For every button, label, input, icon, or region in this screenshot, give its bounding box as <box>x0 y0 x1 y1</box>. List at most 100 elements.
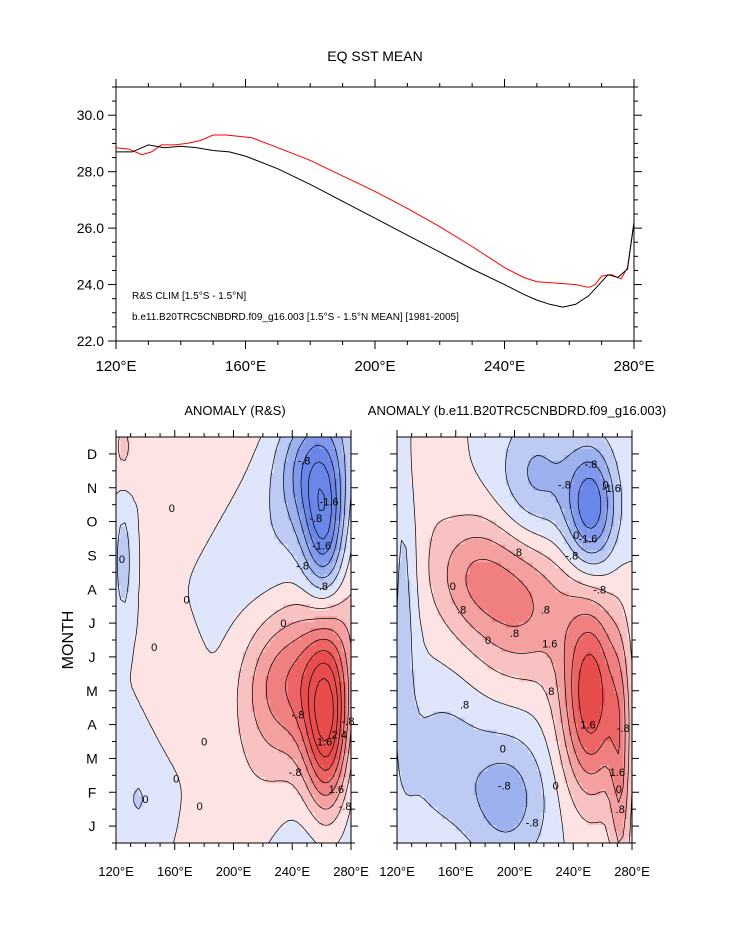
anomaly-cell <box>274 789 280 796</box>
anomaly-cell <box>528 472 534 480</box>
anomaly-cell <box>224 735 230 743</box>
anomaly-cell <box>269 514 275 522</box>
anomaly-cell <box>125 508 131 516</box>
anomaly-cell <box>134 442 140 450</box>
anomaly-cell <box>134 795 140 802</box>
anomaly-cell <box>129 663 135 671</box>
anomaly-cell <box>228 442 235 450</box>
anomaly-cell <box>509 437 516 444</box>
anomaly-cell <box>156 705 162 713</box>
anomaly-cell <box>116 771 122 778</box>
anomaly-cell <box>559 437 565 444</box>
anomaly-cell <box>455 574 461 581</box>
anomaly-cell <box>215 777 221 784</box>
anomaly-cell <box>473 550 479 558</box>
anomaly-cell <box>406 520 412 528</box>
anomaly-cell <box>170 813 176 820</box>
anomaly-cell <box>233 556 239 563</box>
anomaly-cell <box>482 562 488 569</box>
anomaly-cell <box>152 663 158 671</box>
anomaly-cell <box>201 442 207 450</box>
anomaly-cell <box>613 454 620 462</box>
anomaly-cell <box>170 448 176 456</box>
anomaly-cell <box>406 496 412 504</box>
anomaly-cell <box>323 783 329 790</box>
anomaly-cell <box>188 711 194 719</box>
x-tick-label: 120°E <box>98 864 134 879</box>
anomaly-cell <box>323 717 329 725</box>
anomaly-cell <box>537 472 543 480</box>
anomaly-cell <box>328 580 334 587</box>
left-panel: 000000000-.8-.8-.8-.8-.8-.8-.8-.8-1.6-1.… <box>86 430 369 879</box>
anomaly-cell <box>332 693 339 701</box>
anomaly-cell <box>278 765 284 772</box>
anomaly-cell <box>401 478 407 486</box>
anomaly-cell <box>161 717 167 725</box>
anomaly-cell <box>256 663 262 671</box>
anomaly-cell <box>274 484 280 492</box>
anomaly-cell <box>238 484 244 492</box>
anomaly-cell <box>206 657 212 665</box>
anomaly-cell <box>206 693 212 701</box>
anomaly-cell <box>233 747 239 755</box>
anomaly-cell <box>437 568 443 575</box>
anomaly-cell <box>586 538 592 546</box>
anomaly-cell <box>192 723 198 731</box>
anomaly-cell <box>129 484 135 492</box>
anomaly-cell <box>460 508 466 516</box>
anomaly-cell <box>170 657 176 665</box>
anomaly-cell <box>469 472 475 480</box>
anomaly-cell <box>310 574 316 581</box>
anomaly-cell <box>134 651 140 659</box>
anomaly-cell <box>586 556 592 563</box>
anomaly-cell <box>301 783 307 790</box>
anomaly-cell <box>238 538 244 546</box>
anomaly-cell <box>346 598 352 605</box>
anomaly-cell <box>206 741 212 749</box>
anomaly-cell <box>242 801 248 808</box>
anomaly-cell <box>251 789 257 796</box>
anomaly-cell <box>197 705 203 713</box>
anomaly-cell <box>274 550 280 558</box>
anomaly-cell <box>183 496 189 504</box>
anomaly-cell <box>328 616 334 623</box>
anomaly-cell <box>415 562 421 569</box>
anomaly-cell <box>179 574 185 581</box>
anomaly-cell <box>292 550 298 558</box>
anomaly-cell <box>278 496 284 504</box>
anomaly-cell <box>573 454 579 462</box>
anomaly-cell <box>129 735 135 743</box>
anomaly-cell <box>170 747 176 755</box>
anomaly-cell <box>192 813 198 820</box>
anomaly-cell <box>627 502 633 510</box>
anomaly-cell <box>287 783 293 790</box>
anomaly-cell <box>319 651 325 659</box>
anomaly-cell <box>138 610 144 617</box>
anomaly-cell <box>410 496 416 504</box>
anomaly-cell <box>260 532 266 540</box>
anomaly-cell <box>125 651 131 659</box>
anomaly-cell <box>564 532 570 540</box>
anomaly-cell <box>478 496 484 504</box>
anomaly-cell <box>116 592 122 599</box>
anomaly-cell <box>138 729 144 737</box>
anomaly-cell <box>346 520 352 528</box>
anomaly-cell <box>604 508 610 516</box>
anomaly-cell <box>283 628 289 635</box>
anomaly-cell <box>238 592 244 599</box>
anomaly-cell <box>161 592 167 599</box>
anomaly-cell <box>341 610 348 617</box>
anomaly-cell <box>183 801 189 808</box>
anomaly-cell <box>228 478 235 486</box>
anomaly-cell <box>609 496 615 504</box>
anomaly-cell <box>332 837 339 844</box>
anomaly-cell <box>314 484 320 492</box>
anomaly-cell <box>192 574 198 581</box>
anomaly-cell <box>514 514 520 522</box>
anomaly-cell <box>604 562 610 569</box>
anomaly-cell <box>546 508 552 516</box>
anomaly-cell <box>278 747 284 755</box>
anomaly-cell <box>292 538 298 546</box>
anomaly-cell <box>310 681 316 689</box>
left-anomaly-field <box>115 436 352 844</box>
